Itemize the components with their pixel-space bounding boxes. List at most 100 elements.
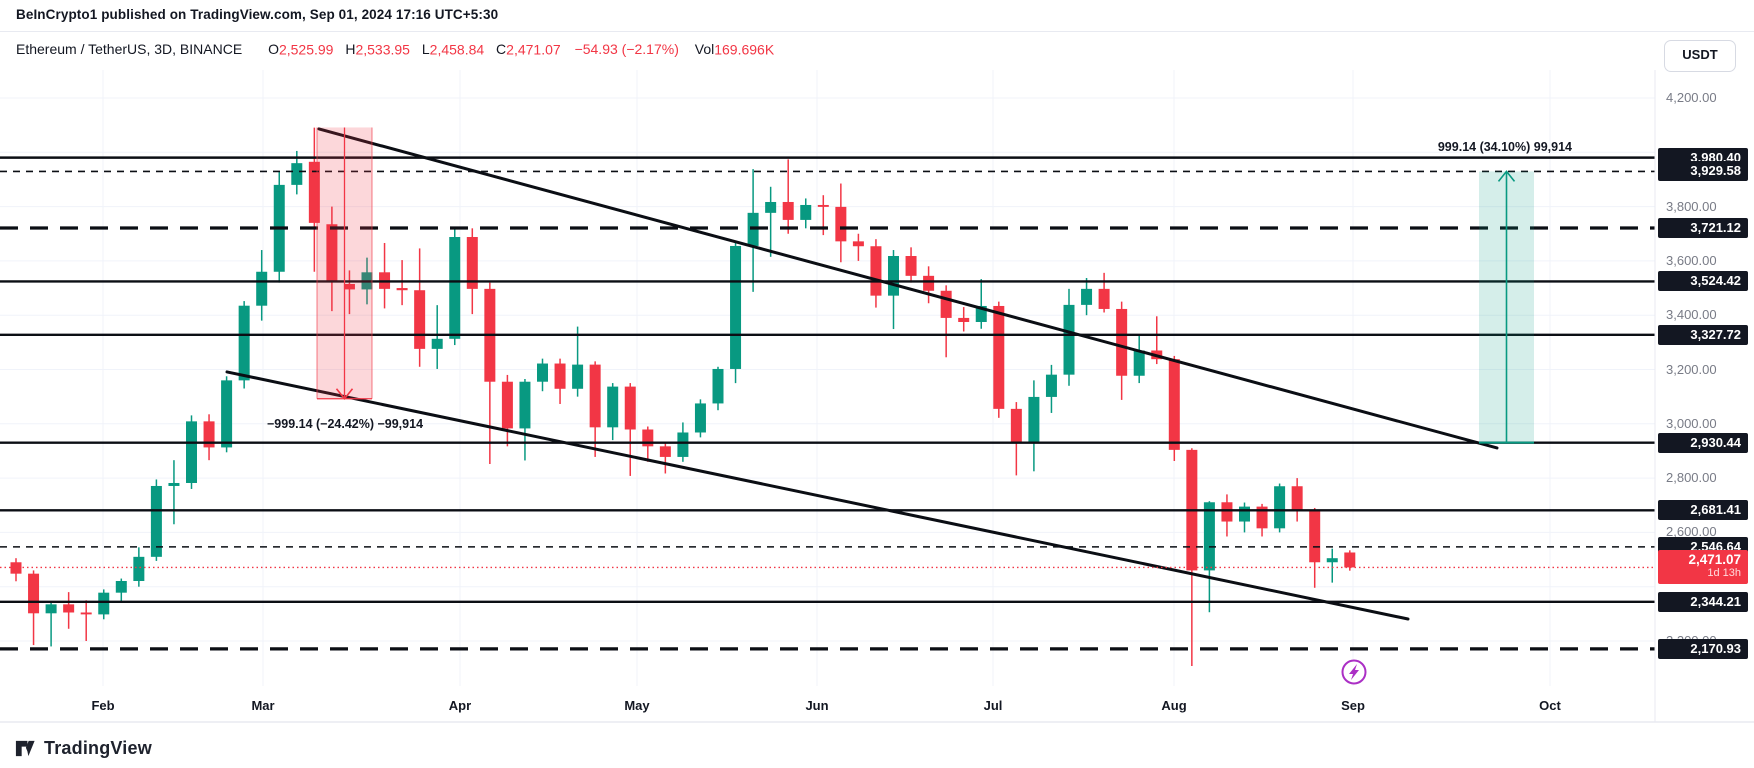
candle-down (554, 363, 566, 389)
candle-down (1098, 288, 1110, 309)
candle-up (1045, 374, 1057, 397)
month-label-mar: Mar (251, 698, 275, 713)
candle-up (1081, 288, 1093, 305)
month-label-jun: Jun (805, 698, 829, 713)
currency-toggle-button[interactable]: USDT (1664, 40, 1736, 72)
month-label-feb: Feb (91, 698, 115, 713)
price-range-up-label: 999.14 (34.10%) 99,914 (1437, 140, 1572, 154)
candle-down (28, 573, 40, 614)
low-value: 2,458.84 (429, 41, 485, 58)
high-label: H (345, 41, 356, 58)
candle-up (168, 482, 180, 486)
month-label-apr: Apr (448, 698, 472, 713)
candle-down (203, 421, 215, 448)
candle-up (291, 163, 303, 185)
price-level-badge: 3,721.12 (1658, 218, 1748, 239)
candle-up (1203, 502, 1215, 571)
candle-down (396, 288, 408, 291)
price-level-badge: 2,930.44 (1658, 432, 1748, 453)
candle-up (800, 204, 812, 220)
candle-down (624, 386, 636, 430)
candle-up (186, 421, 197, 483)
candle-up (431, 338, 443, 349)
candle-down (10, 562, 22, 574)
candle-down (1309, 510, 1321, 563)
candle-down (817, 204, 829, 207)
price-scale-label: 3,800.00 (1666, 198, 1717, 214)
candle-down (1221, 502, 1233, 522)
bar-countdown: 1d 13h (1707, 567, 1741, 580)
candle-up (221, 380, 233, 448)
lightning-icon (1349, 664, 1359, 680)
tradingview-logo[interactable]: TradingView (14, 736, 152, 760)
price-scale-label: 3,400.00 (1666, 307, 1717, 323)
publish-caption: BeInCrypto1 published on TradingView.com… (16, 7, 499, 22)
price-level-badge: 3,524.42 (1658, 271, 1748, 292)
tradingview-wordmark: TradingView (44, 737, 152, 758)
price-scale-label: 3,200.00 (1666, 361, 1717, 377)
range-up-arrowhead-icon (1497, 170, 1516, 182)
candle-up (572, 364, 584, 389)
candle-down (80, 612, 92, 615)
price-scale-label: 4,200.00 (1666, 90, 1717, 105)
candle-down (63, 604, 75, 613)
month-label-may: May (624, 698, 650, 713)
candle-down (1256, 506, 1268, 529)
candle-down (993, 305, 1005, 409)
candle-down (326, 224, 338, 283)
price-level-badge: 3,929.58 (1658, 161, 1748, 182)
candle-down (835, 206, 847, 242)
close-value: 2,471.07 (506, 41, 561, 58)
candle-up (1028, 396, 1040, 442)
candle-down (905, 256, 917, 276)
candle-up (115, 580, 127, 593)
price-scale-label: 2,600.00 (1666, 524, 1717, 540)
candle-up (1133, 350, 1145, 376)
change-value: −54.93 (−2.17%) (574, 41, 679, 58)
price-scale-label: 3,600.00 (1666, 252, 1717, 268)
publish-header: BeInCrypto1 published on TradingView.com… (0, 0, 1754, 32)
candle-down (1116, 308, 1128, 376)
candle-up (150, 485, 162, 557)
chart-legend: Ethereum / TetherUS, 3D, BINANCE O2,525.… (16, 40, 774, 66)
price-axis-pane[interactable]: 4,200.00 3,800.00 3,600.00 3,400.00 3,200.00… (1655, 70, 1754, 722)
current-price-badge: 2,471.07 1d 13h (1658, 550, 1748, 585)
low-label: L (421, 41, 430, 58)
candle-down (1168, 359, 1180, 450)
candle-down (870, 246, 882, 296)
volume-label: Vol (694, 41, 715, 58)
volume-value: 169.696K (714, 41, 775, 58)
month-label-aug: Aug (1161, 698, 1187, 713)
candle-down (852, 241, 864, 247)
candle-up (1274, 486, 1286, 529)
open-label: O (268, 41, 279, 58)
candle-up (607, 386, 619, 428)
time-axis-pane[interactable]: Feb Mar Apr May Jun Jul Aug Sep Oct (0, 686, 1655, 722)
candle-up (449, 237, 461, 339)
candle-up (133, 556, 145, 581)
candle-up (519, 381, 531, 429)
candle-up (975, 305, 987, 322)
candle-down (343, 283, 355, 290)
candle-down (466, 237, 478, 289)
price-range-down-label: −999.14 (−24.42%) −99,914 (266, 417, 424, 431)
candle-down (642, 429, 654, 447)
upper-descending-trendline[interactable] (317, 127, 1499, 450)
candle-up (537, 363, 548, 382)
candle-up (730, 245, 742, 369)
price-level-badge: 2,170.93 (1658, 638, 1748, 659)
candle-down (782, 201, 794, 220)
candle-up (888, 256, 899, 296)
candle-up (694, 403, 706, 433)
candle-down (414, 290, 426, 349)
lower-descending-trendline[interactable] (225, 370, 1410, 621)
candle-up (238, 305, 250, 381)
month-label-jul: Jul (983, 698, 1003, 713)
candle-up (1239, 506, 1250, 522)
candle-down (659, 446, 671, 457)
candle-down (589, 364, 601, 428)
candle-down (1010, 408, 1022, 442)
current-price-value: 2,471.07 (1688, 552, 1741, 568)
